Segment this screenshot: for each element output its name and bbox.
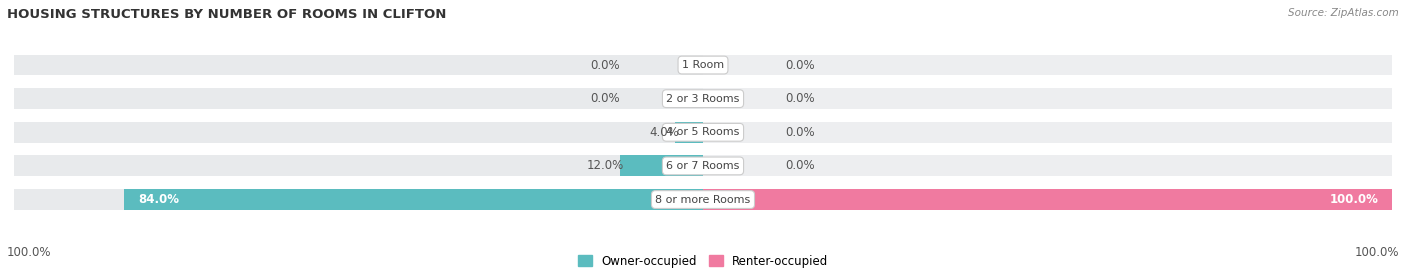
Text: 1 Room: 1 Room: [682, 60, 724, 70]
Bar: [14, 122, 703, 143]
Bar: [703, 189, 1392, 210]
Text: 0.0%: 0.0%: [786, 159, 815, 173]
Bar: [703, 189, 1392, 210]
Bar: [703, 88, 1392, 109]
Text: 2 or 3 Rooms: 2 or 3 Rooms: [666, 94, 740, 104]
Text: 4.0%: 4.0%: [650, 126, 679, 139]
Text: 100.0%: 100.0%: [1354, 246, 1399, 259]
Text: 12.0%: 12.0%: [586, 159, 624, 173]
Text: 84.0%: 84.0%: [138, 193, 179, 206]
Text: HOUSING STRUCTURES BY NUMBER OF ROOMS IN CLIFTON: HOUSING STRUCTURES BY NUMBER OF ROOMS IN…: [7, 8, 447, 21]
Text: 100.0%: 100.0%: [1329, 193, 1378, 206]
Bar: [14, 156, 703, 176]
Text: 6 or 7 Rooms: 6 or 7 Rooms: [666, 161, 740, 171]
Text: 0.0%: 0.0%: [591, 59, 620, 72]
Bar: [703, 156, 1392, 176]
Bar: [124, 189, 703, 210]
Text: 100.0%: 100.0%: [7, 246, 52, 259]
Bar: [703, 55, 1392, 76]
Text: Source: ZipAtlas.com: Source: ZipAtlas.com: [1288, 8, 1399, 18]
Bar: [14, 55, 703, 76]
Bar: [620, 156, 703, 176]
Legend: Owner-occupied, Renter-occupied: Owner-occupied, Renter-occupied: [572, 250, 834, 270]
Text: 0.0%: 0.0%: [786, 126, 815, 139]
Text: 8 or more Rooms: 8 or more Rooms: [655, 195, 751, 205]
Text: 0.0%: 0.0%: [786, 59, 815, 72]
Text: 0.0%: 0.0%: [786, 92, 815, 105]
Bar: [703, 122, 1392, 143]
Bar: [14, 189, 703, 210]
Bar: [675, 122, 703, 143]
Text: 4 or 5 Rooms: 4 or 5 Rooms: [666, 127, 740, 137]
Bar: [14, 88, 703, 109]
Text: 0.0%: 0.0%: [591, 92, 620, 105]
